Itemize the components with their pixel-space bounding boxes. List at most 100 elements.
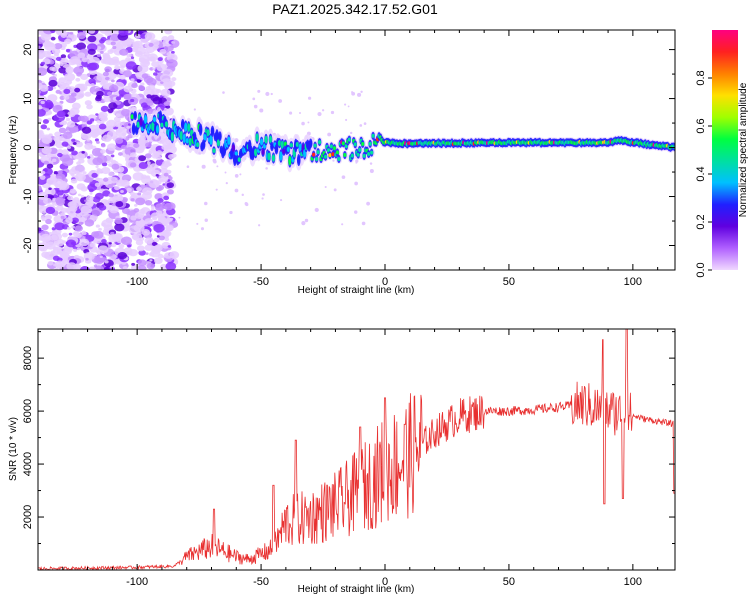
spectrogram-ridge-cell	[152, 116, 157, 122]
spectrogram-noise-blob	[65, 217, 73, 224]
spectrogram-ridge-cell	[329, 144, 334, 149]
spectrogram-noise-blob	[68, 232, 73, 236]
spectrogram-noise-blob	[163, 172, 169, 177]
spectrogram-noise-blob	[69, 188, 77, 194]
spectrogram-noise-blob	[41, 146, 52, 155]
spectrogram-noise-blob	[115, 96, 122, 101]
spectrogram-ridge-cell	[314, 156, 319, 161]
colorbar-tick-label: 0.6	[695, 118, 707, 133]
spectrogram-noise-blob	[153, 72, 158, 76]
spectrogram-noise-blob	[157, 253, 164, 259]
spectrogram-noise-blob	[106, 130, 118, 140]
spectrogram-ridge-cell	[347, 137, 351, 142]
spectrogram-noise-blob	[160, 167, 168, 174]
spectrogram-noise-blob	[137, 192, 142, 196]
spectrogram-noise-blob	[94, 138, 99, 142]
spectrogram-noise-blob	[145, 158, 150, 162]
spectrogram-noise-blob	[146, 94, 152, 99]
spectrogram-speckle	[321, 109, 325, 112]
spectrogram-noise-blob	[150, 205, 155, 209]
spectrogram-noise-blob	[144, 32, 156, 41]
spectrogram-ridge-cell	[201, 141, 206, 148]
spectrogram-noise-blob	[137, 265, 147, 270]
spectrogram-speckle	[193, 108, 196, 111]
spectrogram-noise-blob	[43, 160, 49, 165]
spectrogram-ridge-cell	[362, 153, 366, 158]
spectrogram-ridge-cell	[323, 154, 328, 159]
spectrogram-noise-blob	[126, 214, 131, 218]
spectrogram-speckle	[186, 165, 190, 169]
spectrogram-speckle	[369, 162, 373, 165]
spectrogram-noise-blob	[81, 126, 92, 134]
snr-x-tick-label: 100	[624, 576, 642, 588]
spectrogram-noise-blob	[148, 252, 155, 257]
spectrogram-ridge-cell	[270, 143, 274, 150]
spectrogram-speckle	[204, 201, 208, 206]
spectrogram-noise-blob	[114, 217, 123, 225]
spectrogram-x-tick-label: -100	[126, 276, 148, 288]
spectrogram-speckle	[307, 121, 310, 124]
spectrogram-noise-blob	[152, 246, 157, 249]
spectrogram-noise-blob	[112, 146, 116, 149]
spectrogram-ridge-cell	[298, 143, 302, 153]
spectrogram-noise-blob	[40, 233, 52, 243]
spectrogram-noise-blob	[107, 163, 113, 167]
spectrogram-noise-blob	[67, 201, 77, 209]
spectrogram-noise-blob	[120, 179, 130, 188]
colorbar-tick-label: 0.2	[695, 214, 707, 229]
spectrogram-ridge-cell	[368, 141, 372, 146]
spectrogram-noise-blob	[55, 104, 62, 110]
spectrogram-ridge-cell	[254, 148, 258, 157]
spectrogram-noise-blob	[52, 86, 57, 90]
spectrogram-x-axis-label: Height of straight line (km)	[298, 285, 415, 296]
spectrogram-ridge-cell	[164, 121, 168, 128]
spectrogram-noise-blob	[137, 64, 149, 73]
spectrogram-noise-blob	[144, 199, 153, 206]
spectrogram-noise-blob	[75, 77, 81, 82]
spectrogram-noise-blob	[67, 195, 74, 201]
spectrogram-noise-blob	[126, 125, 131, 129]
spectrogram-ridge-cell	[370, 150, 374, 155]
spectrogram-noise-blob	[119, 94, 124, 98]
spectrogram-noise-blob	[94, 256, 105, 264]
spectrogram-noise-blob	[167, 175, 172, 178]
spectrogram-speckle	[361, 221, 366, 226]
spectrogram-speckle	[369, 169, 374, 174]
spectrogram-speckle	[216, 165, 219, 168]
snr-frame	[37, 328, 676, 571]
spectrogram-noise-blob	[72, 142, 77, 145]
spectrogram-noise-blob	[120, 144, 127, 150]
spectrogram-noise-blob	[160, 88, 171, 97]
spectrogram-noise-blob	[67, 146, 71, 149]
spectrogram-noise-blob	[87, 183, 98, 192]
spectrogram-ridge-cell	[234, 151, 238, 156]
spectrogram-noise-blob	[155, 210, 163, 216]
spectrogram-noise-blob	[149, 259, 153, 262]
spectrogram-noise-blob	[125, 154, 130, 158]
spectrogram-speckle	[259, 108, 264, 113]
spectrogram-ridge-cell	[179, 130, 183, 141]
spectrogram-noise-blob	[151, 208, 155, 211]
spectrogram-noise-blob	[105, 119, 117, 128]
spectrogram-noise-blob	[156, 150, 163, 155]
spectrogram-speckle	[333, 188, 337, 192]
spectrogram-noise-blob	[114, 43, 124, 51]
spectrogram-speckle	[262, 193, 265, 196]
spectrogram-noise-blob	[38, 105, 43, 110]
spectrogram-noise-blob	[140, 82, 145, 86]
spectrogram-ridge-cell	[313, 143, 317, 148]
snr-plot-area	[38, 329, 675, 570]
spectrogram-ridge-cell	[259, 138, 264, 146]
spectrogram-speckle	[257, 89, 261, 93]
spectrogram-noise-blob	[66, 226, 71, 230]
spectrogram-speckle	[344, 103, 347, 106]
spectrogram-noise-blob	[101, 222, 106, 227]
spectrogram-ridge-cell	[181, 120, 185, 128]
spectrogram-noise-blob	[74, 164, 86, 174]
spectrogram-noise-blob	[122, 265, 128, 270]
spectrogram-noise-blob	[69, 56, 81, 65]
spectrogram-ridge-cell	[133, 112, 137, 119]
spectrogram-frame	[37, 29, 676, 271]
spectrogram-noise-blob	[139, 208, 146, 214]
spectrogram-ridge-cell	[356, 152, 360, 157]
